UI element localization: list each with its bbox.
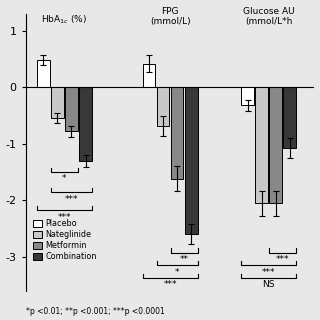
- Text: *p <0.01; **p <0.001; ***p <0.0001: *p <0.01; **p <0.001; ***p <0.0001: [26, 307, 164, 316]
- Bar: [241, 87, 254, 105]
- Bar: [255, 87, 268, 203]
- Text: ***: ***: [163, 281, 177, 290]
- Text: HbA$_{1c}$ (%): HbA$_{1c}$ (%): [41, 14, 87, 26]
- Text: **: **: [180, 255, 189, 264]
- Text: ***: ***: [65, 195, 78, 204]
- Bar: [143, 64, 155, 87]
- Text: ***: ***: [262, 268, 276, 276]
- Bar: [65, 87, 78, 132]
- Bar: [79, 87, 92, 161]
- Bar: [185, 87, 197, 234]
- Text: ***: ***: [58, 213, 71, 222]
- Bar: [157, 87, 169, 126]
- Text: Glucose AU
(mmol/L*h: Glucose AU (mmol/L*h: [243, 7, 294, 26]
- Bar: [51, 87, 64, 118]
- Bar: [269, 87, 282, 203]
- Text: *: *: [62, 174, 67, 183]
- Text: FPG
(mmol/L): FPG (mmol/L): [150, 7, 190, 26]
- Text: ***: ***: [276, 255, 290, 264]
- Legend: Placebo, Nateglinide, Metformin, Combination: Placebo, Nateglinide, Metformin, Combina…: [30, 216, 100, 265]
- Bar: [284, 87, 296, 148]
- Text: *: *: [175, 268, 180, 276]
- Text: NS: NS: [262, 281, 275, 290]
- Bar: [171, 87, 183, 179]
- Bar: [37, 60, 50, 87]
